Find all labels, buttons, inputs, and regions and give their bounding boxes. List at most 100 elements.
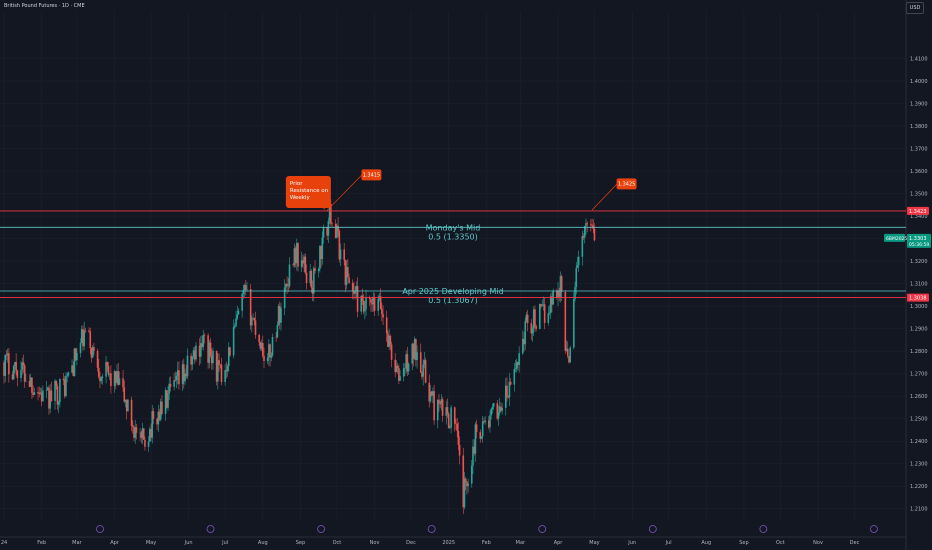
candle-body <box>107 365 110 375</box>
candle-body <box>322 227 325 238</box>
midpoint-label: Apr 2025 Developing Mid <box>402 287 503 296</box>
candle-body <box>294 248 297 264</box>
price-tag-label: 1.3423 <box>909 209 927 215</box>
candle-body <box>114 371 117 383</box>
candle-body <box>296 243 298 264</box>
candle-body <box>421 372 423 377</box>
x-tick-label: May <box>146 540 156 546</box>
candle-body <box>354 291 356 294</box>
candle-body <box>551 296 553 305</box>
candle-body <box>116 371 118 383</box>
candle-body <box>183 364 185 382</box>
y-tick-label: 1.2800 <box>910 349 928 355</box>
candle-body <box>388 335 390 347</box>
candle-body <box>184 373 186 382</box>
candle-body <box>242 290 245 294</box>
candle-body <box>475 424 478 433</box>
candle-body <box>123 387 126 402</box>
candle-body <box>489 415 491 428</box>
candle-body <box>161 401 163 414</box>
candle-body <box>83 330 85 347</box>
candle-body <box>377 298 380 311</box>
candle-body <box>310 270 313 288</box>
candle-body <box>402 368 405 377</box>
x-tick-label: Aug <box>701 540 711 546</box>
candle-body <box>131 425 134 428</box>
event-marker-icon <box>427 525 436 533</box>
candle-body <box>287 285 290 287</box>
candle-body <box>483 421 485 423</box>
price-label-text: 1.3415 <box>363 172 381 178</box>
candle-body <box>101 376 104 379</box>
candle-body <box>208 342 211 363</box>
candle-body <box>569 347 571 363</box>
price-label-text: 1.3425 <box>618 181 636 187</box>
candle-body <box>463 478 466 508</box>
candle-body <box>280 308 282 323</box>
candle-body <box>134 427 137 438</box>
candle-body <box>88 330 90 332</box>
candle-body <box>470 465 473 484</box>
candle-body <box>585 223 587 226</box>
x-tick-label: Aug <box>258 540 268 546</box>
candle-body <box>110 373 112 386</box>
candle-body <box>218 360 220 365</box>
y-tick-label: 1.4100 <box>910 56 928 62</box>
candle-body <box>82 329 84 347</box>
candle-body <box>521 338 524 354</box>
candle-body <box>539 304 541 329</box>
event-marker-icon <box>870 525 878 533</box>
candle-body <box>212 350 214 364</box>
candle-body <box>260 342 263 349</box>
candle-body <box>268 344 270 358</box>
candle-body <box>433 391 435 421</box>
candle-body <box>531 328 534 334</box>
candle-body <box>166 390 168 408</box>
candle-body <box>320 245 322 259</box>
y-tick-label: 1.4000 <box>910 79 928 85</box>
candle-body <box>573 298 575 348</box>
candle-body <box>252 318 254 319</box>
candle-body <box>440 399 443 405</box>
candle-body <box>568 355 570 363</box>
y-tick-label: 1.3500 <box>910 192 928 198</box>
price-tag <box>907 206 929 215</box>
symbol-tag-label: 6BM2025 <box>886 236 907 242</box>
event-marker-icon <box>538 525 547 533</box>
y-tick-label: 1.3200 <box>910 259 928 265</box>
candle-body <box>140 432 143 438</box>
candle-body <box>351 283 354 291</box>
candle-body <box>6 353 9 356</box>
candle-body <box>593 228 596 241</box>
candle-body <box>365 297 367 310</box>
candle-body <box>156 418 158 425</box>
candle-body <box>362 300 365 312</box>
candle-body <box>507 396 510 398</box>
candle-body <box>556 290 558 298</box>
candle-body <box>582 235 585 238</box>
candle-body <box>466 481 468 487</box>
candle-body <box>142 428 145 440</box>
candle-body <box>21 362 24 370</box>
candle-body <box>370 299 372 303</box>
x-tick-label: Jun <box>627 540 636 546</box>
candle-body <box>168 383 171 394</box>
candle-body <box>547 313 550 323</box>
candle-body <box>37 392 39 394</box>
candle-body <box>200 343 202 357</box>
candle-body <box>390 344 393 360</box>
y-tick-label: 1.3100 <box>910 282 928 288</box>
candle-body <box>387 333 389 347</box>
candle-body <box>12 365 15 380</box>
candle-body <box>4 354 7 376</box>
y-tick-label: 1.2400 <box>910 439 928 445</box>
candle-body <box>473 446 475 454</box>
candle-body <box>236 314 239 319</box>
candle-body <box>385 317 388 334</box>
candle-body <box>277 306 280 326</box>
y-tick-label: 1.2600 <box>910 394 928 400</box>
candle-body <box>543 304 546 323</box>
candle-body <box>176 370 179 376</box>
